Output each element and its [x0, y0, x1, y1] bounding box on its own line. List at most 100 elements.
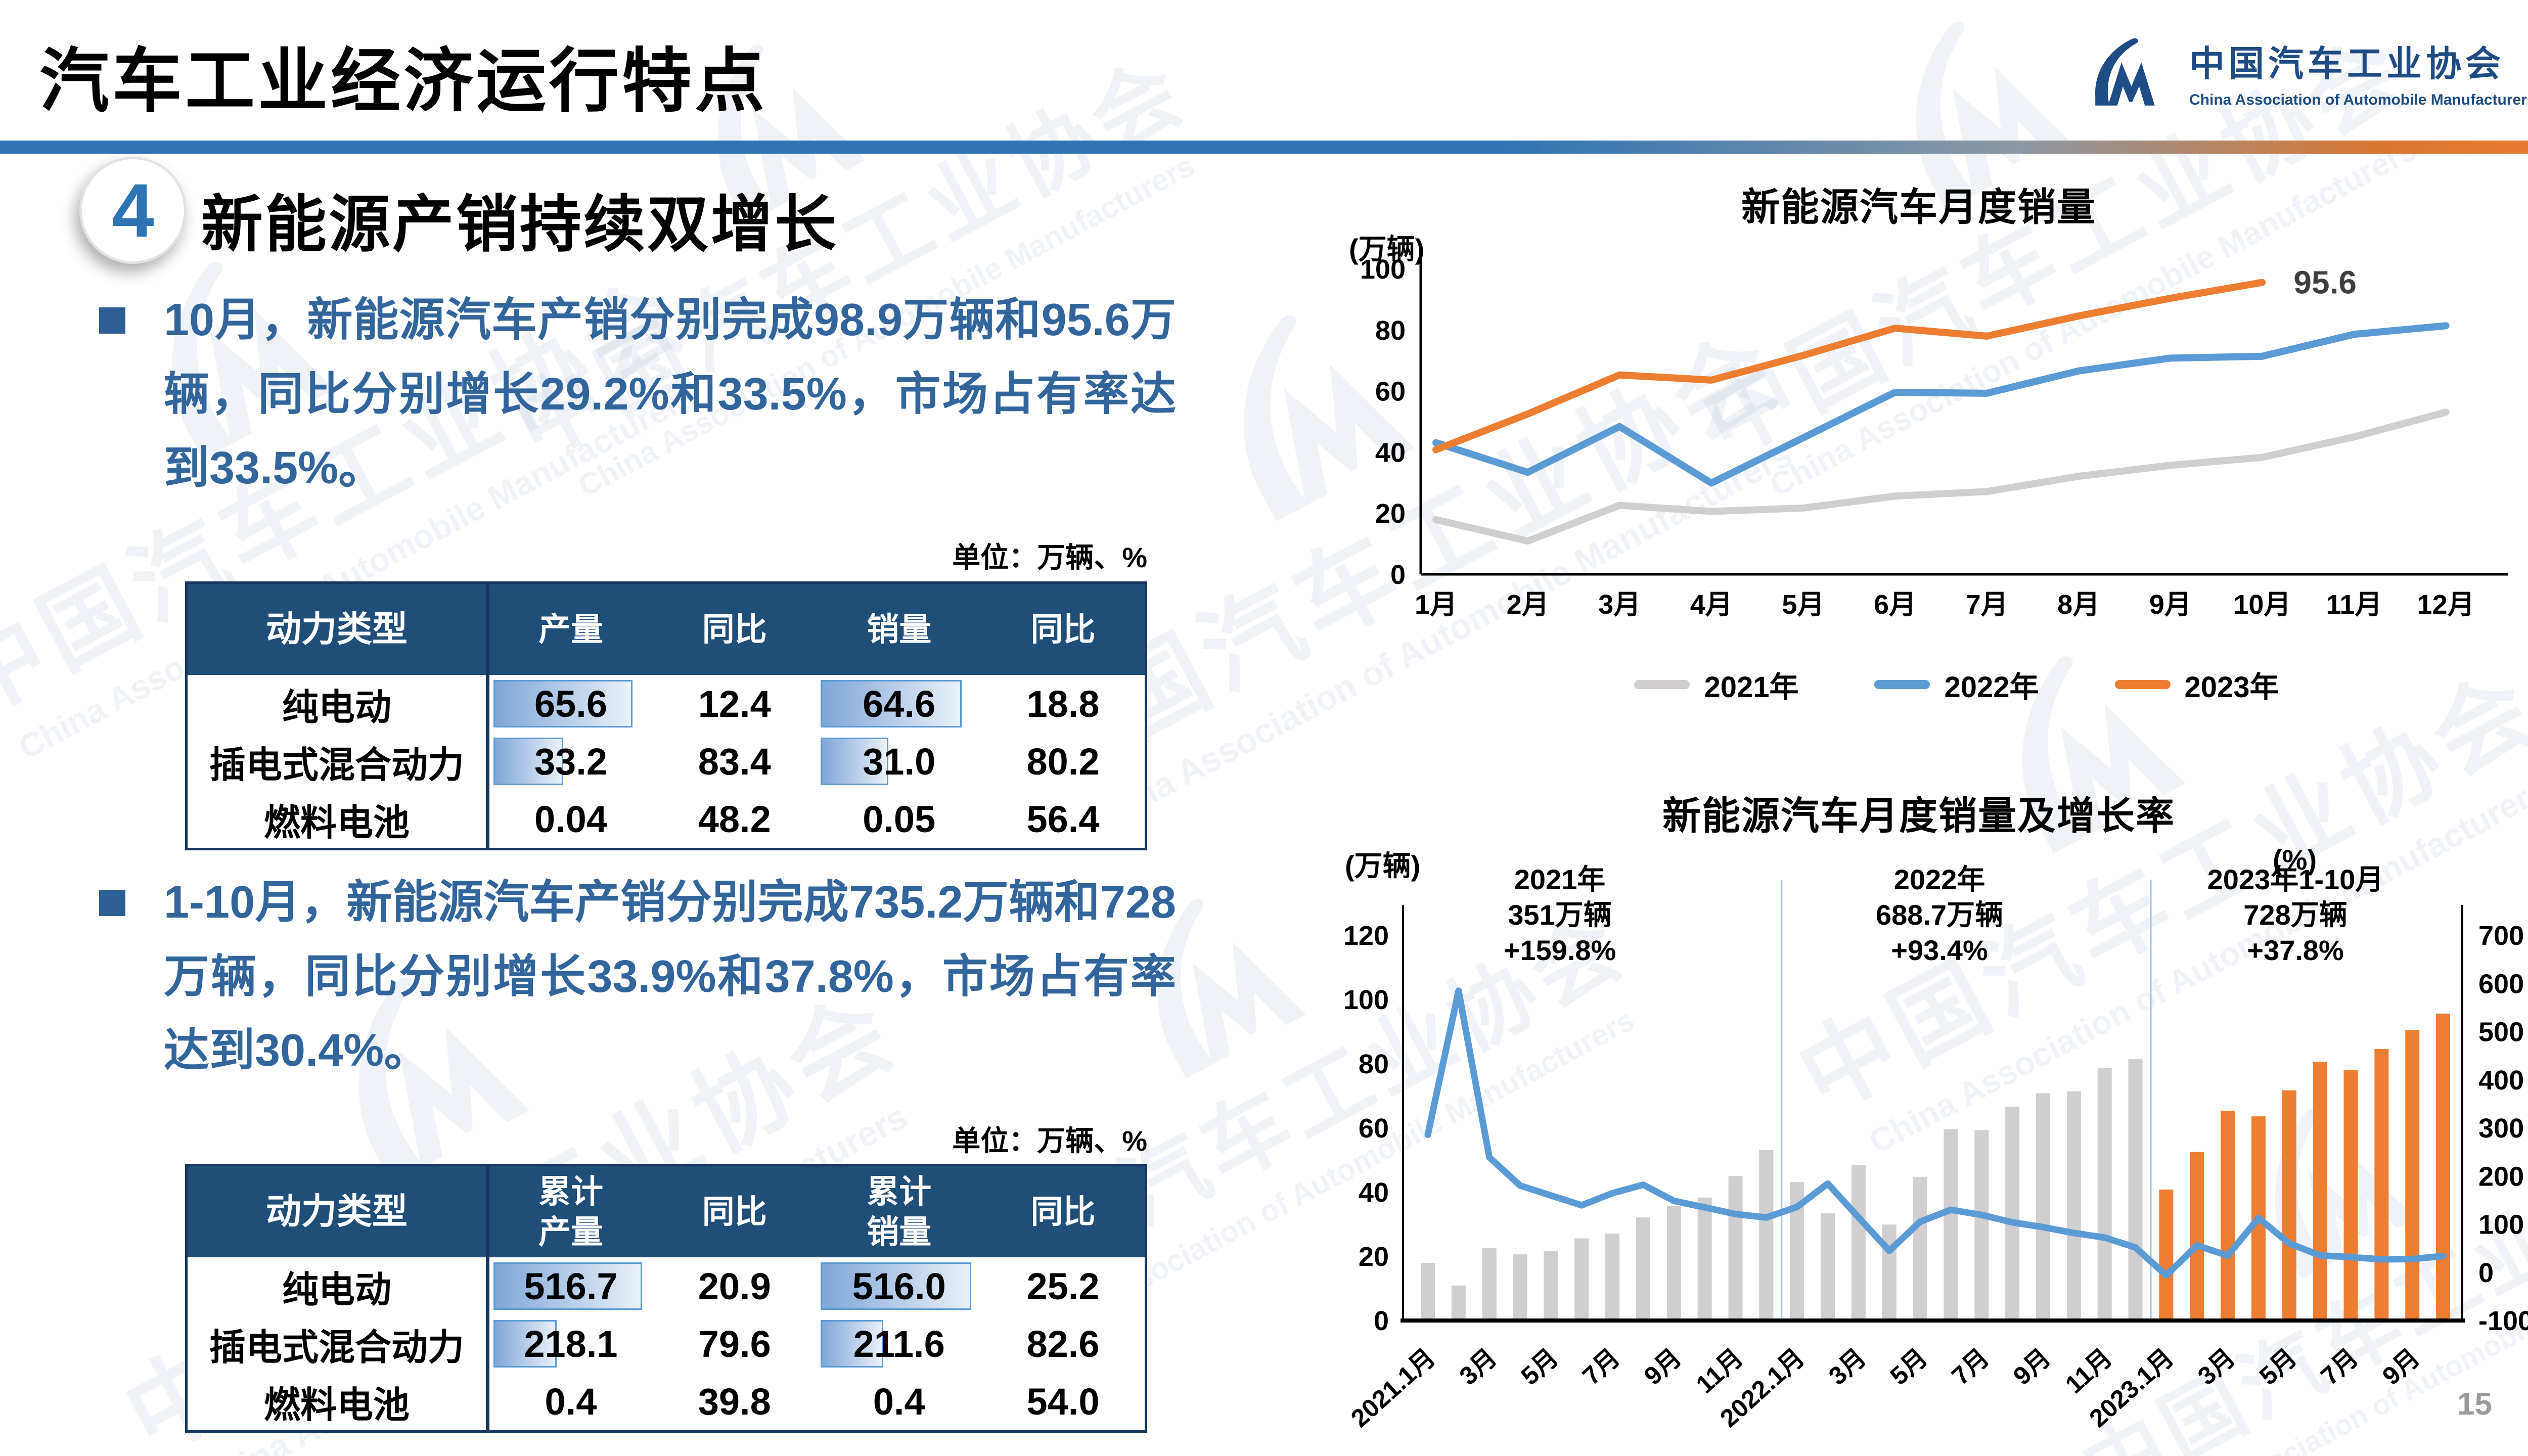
bullet-october: 10月，新能源汽车产销分别完成98.9万辆和95.6万辆，同比分别增长29.2%…: [99, 283, 1176, 506]
sales-bar: [1821, 1213, 1835, 1321]
x-tick-label: 9月: [2008, 1343, 2056, 1391]
sales-bar: [2405, 1030, 2420, 1321]
sales-bar: [1513, 1254, 1527, 1321]
table-cell: 516.0: [817, 1257, 981, 1315]
x-tick-label: 7月: [1946, 1343, 1994, 1391]
table-cell: 516.7: [487, 1257, 652, 1315]
x-tick-label: 9月: [1639, 1343, 1687, 1391]
cell-value: 56.4: [1026, 798, 1100, 840]
legend-item: 2022年: [1874, 663, 2039, 706]
sales-bar: [2066, 1091, 2081, 1321]
sales-bar: [1421, 1263, 1435, 1321]
annotation-line: 728万辆: [2243, 899, 2348, 931]
table-row: 燃料电池 0.4 39.8 0.4 54.0: [186, 1373, 1146, 1432]
section-number-badge: 4: [79, 157, 187, 264]
left-tick-label: 80: [1359, 1049, 1389, 1079]
legend-swatch: [1634, 680, 1690, 689]
right-tick-label: 500: [2478, 1017, 2524, 1048]
x-tick-label: 7月: [2316, 1343, 2364, 1391]
sales-bar: [2282, 1090, 2296, 1321]
annotation-line: 2021年: [1514, 863, 1606, 895]
bullet-square-icon: [99, 890, 125, 916]
x-tick-label: 10月: [2233, 589, 2291, 620]
table-cell: 54.0: [981, 1373, 1146, 1432]
x-tick-label: 9月: [2149, 589, 2192, 620]
row-label: 插电式混合动力: [186, 733, 489, 790]
right-tick-label: -100: [2478, 1306, 2528, 1336]
legend-item: 2021年: [1634, 663, 1798, 706]
annotation-line: +37.8%: [2247, 934, 2344, 966]
x-tick-label: 2月: [1507, 589, 1549, 620]
cell-value: 20.9: [698, 1265, 771, 1307]
cell-value: 25.2: [1026, 1265, 1100, 1307]
sales-bar: [2374, 1049, 2389, 1321]
cell-value: 0.05: [863, 798, 936, 840]
cell-value: 12.4: [698, 682, 771, 725]
sales-bar: [2436, 1013, 2451, 1321]
sales-bar: [1482, 1248, 1497, 1321]
column-header: 同比: [981, 582, 1146, 675]
sales-bar: [1944, 1129, 1958, 1321]
right-axis-unit-label: (%): [2273, 844, 2317, 876]
table-cell: 211.6: [817, 1315, 981, 1373]
chart-title-monthly-sales: 新能源汽车月度销量: [1741, 186, 2096, 229]
table-cell: 64.6: [817, 675, 981, 733]
table-cell: 82.6: [981, 1315, 1146, 1373]
data-bar: [821, 1262, 971, 1310]
x-tick-label: 8月: [2057, 589, 2100, 620]
right-tick-label: 0: [2478, 1258, 2494, 1288]
table-cell: 83.4: [652, 733, 817, 790]
legend-label: 2021年: [1704, 671, 1799, 704]
section-heading: 新能源产销持续双增长: [201, 190, 838, 259]
column-header: 同比: [981, 1165, 1146, 1257]
monthly-sales-line-chart: 0 20 40 60 80 100 1月 2月 3月 4月 5月 6月 7月 8月 9月 10月 11月 12月 9…: [1360, 254, 2508, 620]
sales-growth-combo-chart: 0 20 40 60 80 100 120 -100 0 100 200 300 400 500 600 70…: [1343, 880, 2528, 1433]
table-cell: 79.6: [652, 1315, 817, 1373]
table-row: 燃料电池 0.04 48.2 0.05 56.4: [186, 790, 1146, 849]
annotation-2022: 2022年 688.7万辆 +93.4%: [1876, 862, 2003, 968]
legend-item: 2023年: [2114, 663, 2279, 706]
table-row: 纯电动 516.7 20.9 516.0 25.2: [186, 1257, 1146, 1315]
sales-bar: [2005, 1107, 2020, 1321]
x-tick-label: 5月: [1885, 1343, 1933, 1391]
page-title: 汽车工业经济运行特点: [39, 42, 768, 120]
x-tick-label: 9月: [2377, 1343, 2425, 1391]
annotation-2021: 2021年 351万辆 +159.8%: [1504, 862, 1616, 968]
left-axis-unit-label: (万辆): [1345, 850, 1421, 882]
cell-value: 80.2: [1026, 740, 1100, 783]
section-number: 4: [112, 167, 154, 253]
row-label: 燃料电池: [186, 1373, 489, 1432]
cell-value: 82.6: [1026, 1323, 1100, 1365]
sales-bar: [1451, 1285, 1466, 1321]
left-tick-label: 100: [1343, 985, 1389, 1015]
legend-label: 2022年: [1944, 671, 2039, 704]
caam-logo: 中国汽车工业协会 China Association of Automobile…: [2088, 35, 2528, 109]
table-row: 插电式混合动力 33.2 83.4 31.0 80.2: [186, 733, 1146, 790]
monthly-table: 动力类型 产量 同比 销量 同比 纯电动 65.6 12.4 64.6 18.8 插电式混合动力 33…: [185, 581, 1147, 850]
sales-bar: [1636, 1217, 1650, 1321]
cell-value: 31.0: [863, 740, 936, 783]
sales-bar: [1913, 1177, 1927, 1321]
cell-value: 33.2: [534, 740, 607, 783]
y-axis-unit-label: (万辆): [1349, 233, 1425, 265]
legend-swatch: [2114, 680, 2171, 689]
cell-value: 65.6: [534, 682, 607, 725]
annotation-line: 351万辆: [1508, 899, 1612, 931]
right-tick-label: 300: [2478, 1113, 2524, 1144]
row-label: 纯电动: [186, 675, 489, 733]
caam-monogram-icon: [2095, 38, 2155, 106]
column-header: 同比: [652, 582, 817, 675]
x-tick-label: 6月: [1874, 589, 1916, 620]
table-header-row: 动力类型 累计 产量 同比 累计 销量 同比: [186, 1165, 1146, 1257]
annotation-line: +93.4%: [1891, 934, 1988, 966]
sales-bar: [2221, 1111, 2235, 1321]
x-tick-label: 7月: [1966, 589, 2008, 620]
column-header: 同比: [652, 1165, 817, 1257]
x-tick-label: 3月: [2192, 1343, 2240, 1391]
x-tick-label: 5月: [1782, 589, 1824, 620]
series-2021年: [1432, 408, 2450, 545]
column-header: 累计 销量: [817, 1165, 981, 1257]
annotation-line: +159.8%: [1503, 934, 1616, 966]
left-tick-label: 60: [1359, 1113, 1389, 1144]
